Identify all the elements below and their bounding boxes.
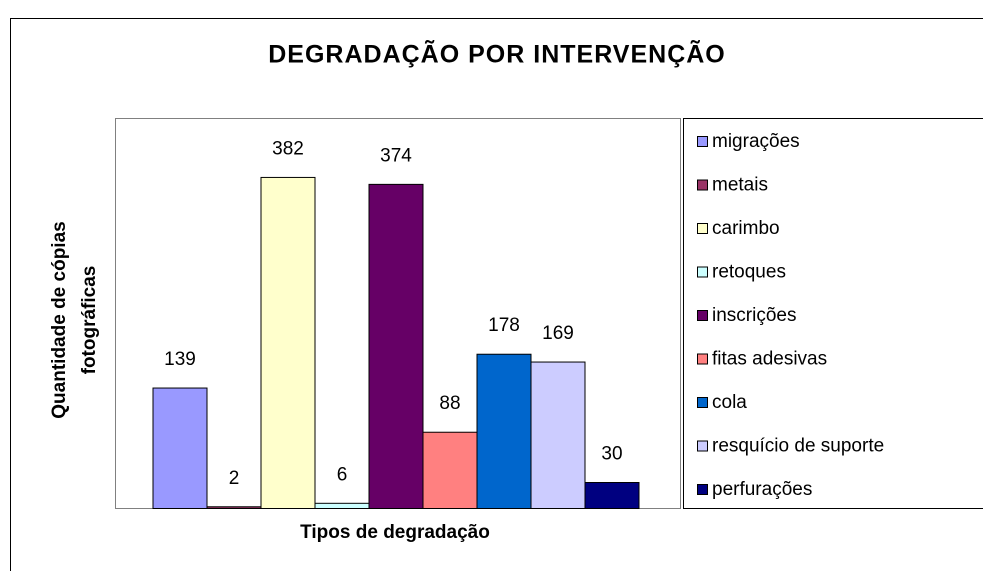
value-label: 178 bbox=[488, 315, 520, 336]
legend-label: resquício de suporte bbox=[712, 436, 884, 457]
bar bbox=[314, 502, 370, 509]
legend-swatch bbox=[697, 310, 708, 321]
bar bbox=[260, 176, 316, 510]
value-label: 169 bbox=[542, 323, 574, 344]
legend-label: cola bbox=[712, 392, 747, 413]
legend-swatch bbox=[697, 353, 708, 365]
y-axis-label: Quantidade de cópias bbox=[49, 221, 70, 418]
legend-label: carimbo bbox=[712, 218, 780, 239]
x-axis-label: Tipos de degradação bbox=[300, 522, 490, 543]
bar bbox=[368, 183, 424, 509]
legend-swatch bbox=[697, 440, 708, 452]
legend-box bbox=[683, 118, 983, 509]
legend-label: perfurações bbox=[712, 479, 812, 500]
legend-swatch bbox=[697, 136, 708, 147]
legend-label: inscrições bbox=[712, 305, 796, 326]
y-axis-label: fotográficas bbox=[79, 266, 100, 375]
value-label: 382 bbox=[272, 138, 304, 159]
value-label: 139 bbox=[164, 349, 196, 370]
legend-swatch bbox=[697, 223, 708, 234]
bar bbox=[152, 387, 208, 509]
bar bbox=[422, 431, 478, 510]
value-label: 88 bbox=[439, 393, 460, 414]
legend-swatch bbox=[697, 179, 708, 191]
bar bbox=[584, 482, 640, 509]
bar bbox=[206, 506, 262, 509]
chart-title: DEGRADAÇÃO POR INTERVENÇÃO bbox=[268, 39, 726, 69]
legend-label: fitas adesivas bbox=[712, 349, 827, 370]
bar bbox=[530, 361, 586, 509]
legend-swatch bbox=[697, 484, 708, 495]
value-label: 6 bbox=[337, 464, 348, 485]
legend-label: metais bbox=[712, 175, 768, 196]
value-label: 2 bbox=[229, 468, 240, 489]
bar bbox=[476, 353, 532, 509]
legend-swatch bbox=[697, 397, 708, 408]
legend-label: migrações bbox=[712, 131, 800, 152]
value-label: 374 bbox=[380, 145, 412, 166]
legend-swatch bbox=[697, 266, 708, 278]
legend-label: retoques bbox=[712, 262, 786, 283]
value-label: 30 bbox=[601, 444, 622, 465]
